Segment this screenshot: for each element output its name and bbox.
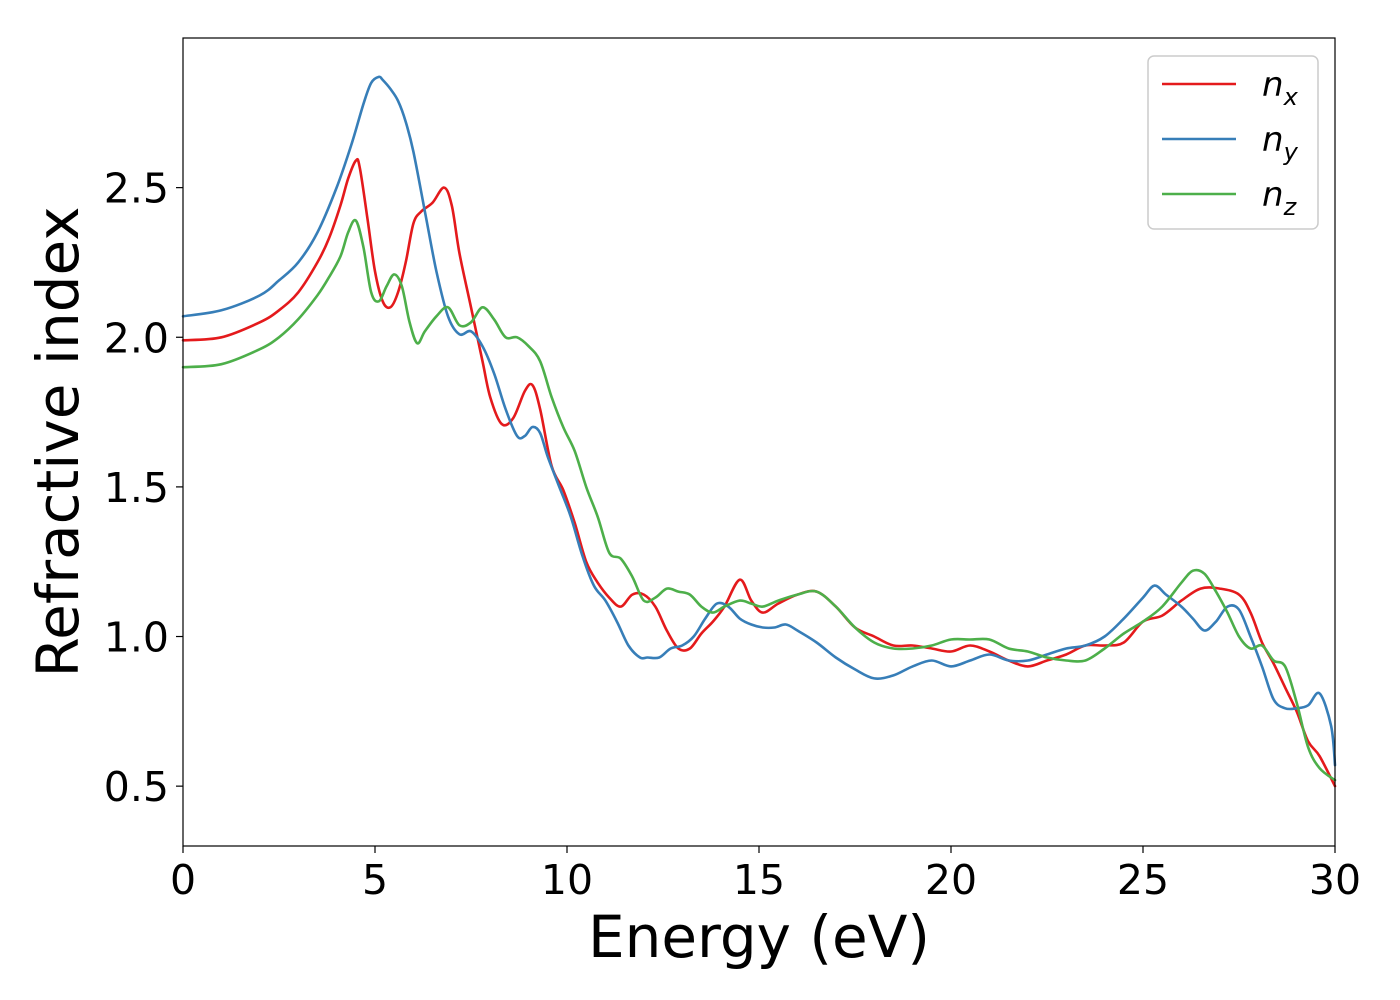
y-axis-title: Refractive index bbox=[24, 206, 92, 677]
legend-label-ny: ny bbox=[1262, 120, 1299, 166]
x-tick-label: 0 bbox=[170, 856, 196, 904]
y-tick-label: 1.5 bbox=[104, 464, 169, 512]
series-layer bbox=[181, 75, 1337, 788]
legend-box bbox=[1147, 55, 1319, 230]
y-tick-label: 1.0 bbox=[104, 614, 169, 662]
series-line-nx bbox=[181, 157, 1337, 788]
legend-label-nz: nz bbox=[1262, 175, 1298, 221]
x-tick-label: 20 bbox=[925, 856, 977, 904]
y-tick-label: 2.5 bbox=[104, 165, 169, 213]
legend: nx ny nz bbox=[1147, 55, 1319, 230]
series-line-ny bbox=[181, 75, 1337, 767]
x-tick-label: 30 bbox=[1309, 856, 1361, 904]
x-tick-label: 5 bbox=[362, 856, 388, 904]
y-axis-ticks: 0.5 1.0 1.5 2.0 2.5 bbox=[104, 165, 183, 811]
x-tick-label: 10 bbox=[541, 856, 593, 904]
series-line-nz bbox=[181, 218, 1337, 782]
legend-label-nx: nx bbox=[1262, 65, 1299, 111]
x-tick-label: 25 bbox=[1117, 856, 1169, 904]
y-tick-label: 0.5 bbox=[104, 763, 169, 811]
x-axis-ticks: 0 5 10 15 20 25 30 bbox=[170, 846, 1361, 904]
x-axis-title: Energy (eV) bbox=[588, 903, 930, 971]
x-tick-label: 15 bbox=[733, 856, 785, 904]
plot-area bbox=[183, 38, 1335, 846]
y-tick-label: 2.0 bbox=[104, 314, 169, 362]
